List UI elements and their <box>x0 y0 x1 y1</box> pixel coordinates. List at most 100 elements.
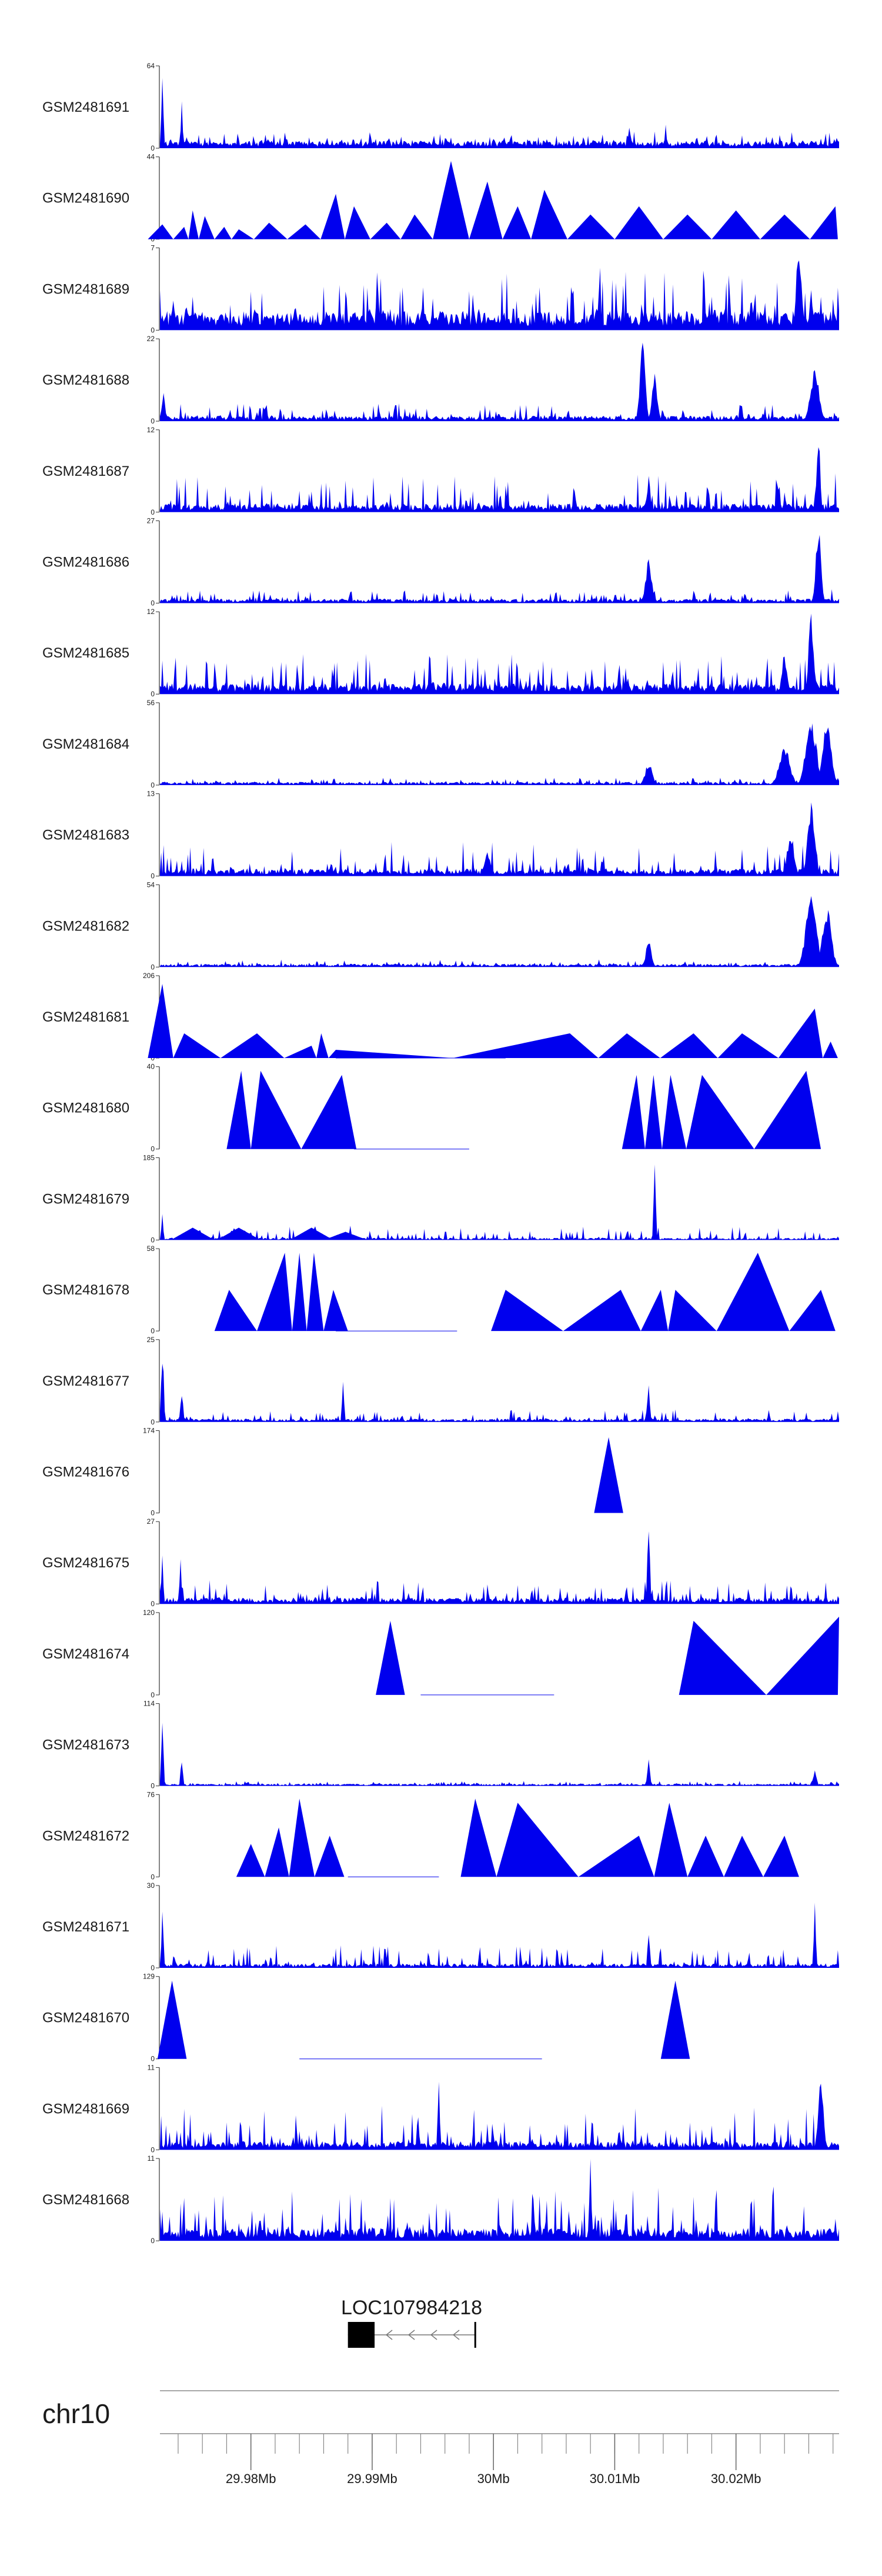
y-min-label: 0 <box>151 2055 155 2063</box>
y-min-label: 0 <box>151 1509 155 1517</box>
track-label: GSM2481679 <box>42 1191 129 1207</box>
y-max-label: 30 <box>147 1881 155 1890</box>
track-label: GSM2481686 <box>42 555 129 570</box>
track-label: GSM2481669 <box>42 2101 129 2117</box>
y-max-label: 11 <box>148 2154 155 2163</box>
y-max-label: 27 <box>147 1517 155 1526</box>
track-GSM2481690: GSM2481690440 <box>42 153 838 243</box>
coverage-area <box>160 1723 839 1786</box>
y-min-label: 0 <box>151 144 155 152</box>
track-label: GSM2481691 <box>42 99 129 115</box>
y-min-label: 0 <box>151 2237 155 2245</box>
track-GSM2481676: GSM2481676 174 0 <box>42 1427 623 1517</box>
track-label: GSM2481678 <box>42 1282 129 1298</box>
y-min-label: 0 <box>151 963 155 971</box>
track-GSM2481689: GSM2481689 7 0 <box>42 243 839 334</box>
coverage-area <box>148 984 838 1058</box>
track-GSM2481681: GSM24816812060 <box>42 972 838 1062</box>
coverage-area <box>160 2159 839 2241</box>
tick-label: 29.99Mb <box>347 2471 397 2486</box>
track-label: GSM2481677 <box>42 1373 129 1389</box>
y-min-label: 0 <box>151 1418 155 1426</box>
y-max-label: 56 <box>147 699 155 707</box>
track-GSM2481679: GSM2481679 185 0 <box>42 1153 839 1244</box>
track-GSM2481687: GSM2481687 12 0 <box>42 426 839 516</box>
y-min-label: 0 <box>151 1236 155 1244</box>
track-GSM2481686: GSM2481686 27 0 <box>42 517 839 608</box>
track-GSM2481682: GSM2481682 54 0 <box>42 880 839 971</box>
coverage-area <box>160 723 839 785</box>
coverage-area <box>148 161 838 239</box>
tick-label: 30.01Mb <box>590 2471 640 2486</box>
y-min-label: 0 <box>151 872 155 880</box>
strand-arrow <box>385 2330 393 2340</box>
track-GSM2481675: GSM2481675 27 0 <box>42 1517 839 1608</box>
coverage-area <box>160 78 839 148</box>
track-label: GSM2481685 <box>42 645 129 661</box>
y-max-label: 12 <box>147 426 155 434</box>
y-max-label: 25 <box>147 1336 155 1344</box>
y-max-label: 58 <box>147 1244 155 1253</box>
y-max-label: 76 <box>147 1790 155 1798</box>
coverage-area <box>376 1620 405 1695</box>
y-max-label: 64 <box>147 62 155 70</box>
track-label: GSM2481672 <box>42 1828 129 1844</box>
y-min-label: 0 <box>151 1964 155 1972</box>
track-label: GSM2481675 <box>42 1555 129 1571</box>
track-label: GSM2481671 <box>42 1919 129 1935</box>
y-max-label: 22 <box>147 335 155 343</box>
coverage-area <box>160 342 839 422</box>
track-GSM2481668: GSM2481668 11 0 <box>42 2154 839 2245</box>
strand-arrow <box>452 2330 460 2340</box>
gene-annotation-track: LOC107984218 <box>341 2297 482 2348</box>
track-label: GSM2481682 <box>42 918 129 934</box>
track-GSM2481685: GSM2481685 12 0 <box>42 608 839 698</box>
coverage-area <box>160 1903 839 1968</box>
y-max-label: 114 <box>143 1700 155 1708</box>
y-max-label: 54 <box>147 880 155 889</box>
y-min-label: 0 <box>151 1782 155 1790</box>
y-min-label: 0 <box>151 326 155 334</box>
y-min-label: 0 <box>151 781 155 789</box>
track-GSM2481691: GSM2481691 64 0 <box>42 62 839 152</box>
track-GSM2481673: GSM2481673 114 0 <box>42 1700 839 1790</box>
track-GSM2481683: GSM2481683 13 0 <box>42 790 839 880</box>
track-label: GSM2481676 <box>42 1464 129 1480</box>
coverage-area <box>160 260 839 331</box>
y-max-label: 27 <box>147 517 155 525</box>
chromosome-axis: chr10 29.98Mb 29.99Mb 30Mb 30.01Mb 30.02Mb <box>42 2390 839 2486</box>
data-tracks: GSM2481691640GSM2481690440GSM248168970GS… <box>42 62 839 2245</box>
coverage-area <box>160 896 839 967</box>
y-min-label: 0 <box>151 1691 155 1699</box>
track-label: GSM2481668 <box>42 2192 129 2208</box>
y-max-label: 44 <box>147 153 155 161</box>
y-min-label: 0 <box>151 1873 155 1881</box>
track-label: GSM2481690 <box>42 191 129 206</box>
strand-arrow <box>430 2330 437 2340</box>
y-min-label: 0 <box>151 599 155 608</box>
y-max-label: 11 <box>148 2063 155 2071</box>
coverage-area <box>160 535 839 603</box>
track-GSM2481670: GSM2481670 129 0 <box>42 1973 690 2063</box>
y-min-label: 0 <box>151 508 155 516</box>
track-label: GSM2481687 <box>42 463 129 479</box>
y-max-label: 7 <box>151 243 155 252</box>
y-min-label: 0 <box>151 417 155 425</box>
strand-arrow <box>407 2330 415 2340</box>
tick-label: 29.98Mb <box>226 2471 276 2486</box>
track-GSM2481671: GSM2481671 30 0 <box>42 1881 839 1972</box>
y-max-label: 12 <box>147 608 155 616</box>
y-min-label: 0 <box>151 690 155 698</box>
chromosome-label: chr10 <box>42 2398 110 2429</box>
coverage-area <box>160 2081 839 2150</box>
track-label: GSM2481680 <box>42 1100 129 1116</box>
track-label: GSM2481670 <box>42 2010 129 2026</box>
track-GSM2481680: GSM2481680 40 0 <box>42 1063 821 1153</box>
y-min-label: 0 <box>151 1145 155 1153</box>
y-min-label: 0 <box>151 1600 155 1608</box>
coverage-area <box>160 1164 839 1240</box>
track-label: GSM2481681 <box>42 1009 129 1025</box>
y-max-label: 174 <box>143 1427 155 1435</box>
y-min-label: 0 <box>151 1327 155 1335</box>
